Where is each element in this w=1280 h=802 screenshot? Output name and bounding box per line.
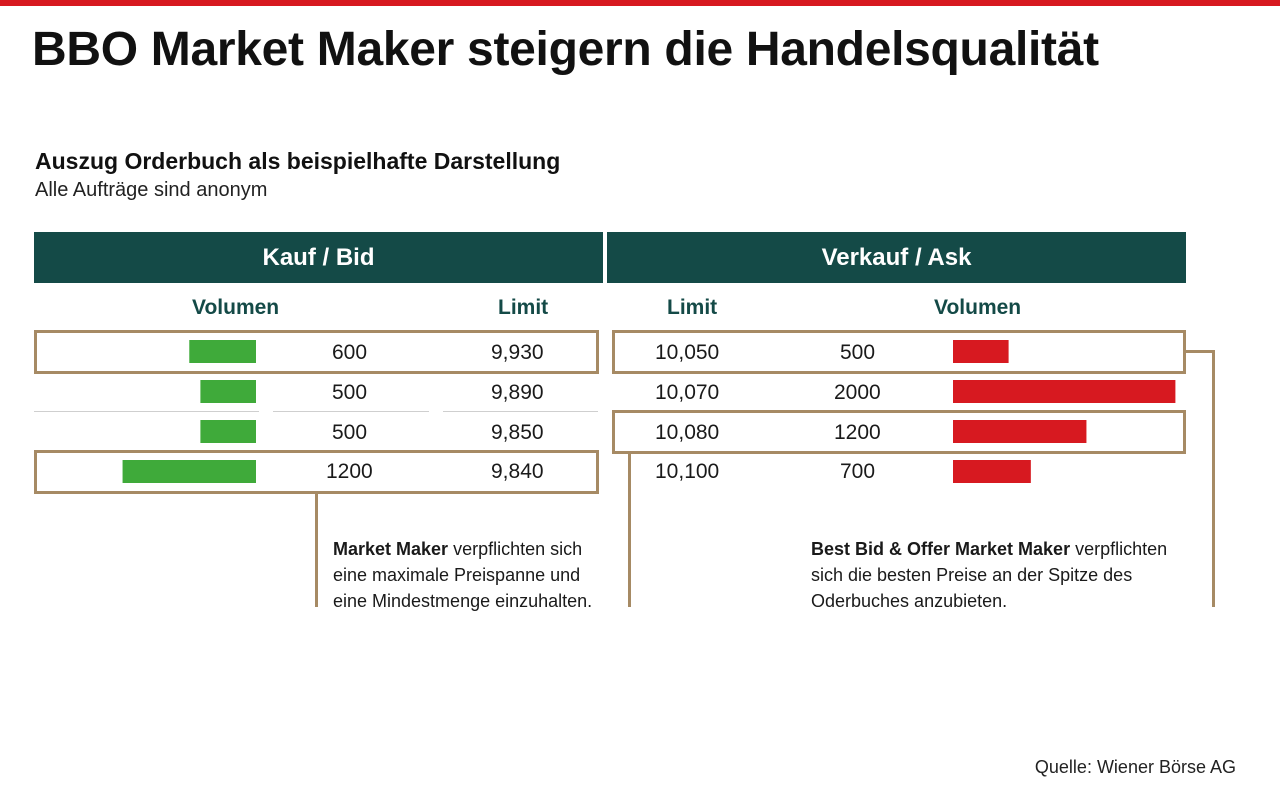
ask-header: Verkauf / Ask: [607, 232, 1186, 283]
row-separator: [273, 411, 429, 412]
bid-volume-bar: [189, 340, 256, 363]
ask-volume-bar: [953, 460, 1031, 483]
bid-limit-value: 9,850: [491, 421, 544, 444]
callout-text: verpflichten sich eine maximale Preispan…: [333, 539, 593, 611]
source-note: Quelle: Wiener Börse AG: [1034, 757, 1236, 777]
ask-limit-value: 10,100: [655, 460, 720, 483]
bid-volume-bar: [200, 380, 256, 403]
callout-bold: Best Bid & Offer Market Maker: [811, 539, 1071, 559]
chart-subtitle: Auszug Orderbuch als beispielhafte Darst…: [35, 148, 561, 174]
ask-volume-value: 700: [840, 460, 876, 483]
bid-volume-bar: [200, 420, 256, 443]
ask-volume-header: Volumen: [934, 296, 1022, 319]
connector-line: [315, 492, 318, 607]
bbo-callout: Best Bid & Offer Market Maker verpflicht…: [811, 536, 1196, 614]
row-separator: [34, 411, 259, 412]
ask-highlight-frame: [612, 410, 1186, 454]
ask-volume-value: 500: [840, 341, 876, 364]
bid-volume-value: 500: [332, 381, 368, 404]
callout-bold: Market Maker: [333, 539, 449, 559]
bid-limit-value: 9,890: [491, 381, 544, 404]
ask-volume-bar: [953, 380, 1176, 403]
connector-line: [1212, 350, 1215, 607]
bid-limit-value: 9,840: [491, 460, 544, 483]
callout-text: verpflichten sich die besten Preise an d…: [811, 539, 1168, 611]
row-separator: [443, 411, 598, 412]
ask-volume-bar: [953, 340, 1009, 363]
chart-note: Alle Aufträge sind anonym: [35, 179, 268, 201]
connector-line: [628, 452, 631, 607]
ask-highlight-frame: [612, 330, 1186, 374]
bid-volume-bar: [122, 460, 256, 483]
bid-limit-value: 9,930: [491, 341, 544, 364]
ask-limit-value: 10,070: [655, 381, 720, 404]
bid-volume-header: Volumen: [192, 296, 280, 319]
ask-limit-value: 10,080: [655, 421, 720, 444]
page-title: BBO Market Maker steigern die Handelsqua…: [32, 23, 1099, 76]
bid-volume-value: 500: [332, 421, 368, 444]
top-accent-bar: [0, 0, 1280, 6]
ask-volume-value: 1200: [834, 421, 881, 444]
bid-header: Kauf / Bid: [34, 232, 603, 283]
bid-volume-value: 600: [332, 341, 368, 364]
ask-volume-bar: [953, 420, 1087, 443]
connector-line: [1186, 350, 1215, 353]
ask-volume-value: 2000: [834, 381, 881, 404]
bid-highlight-frame: [34, 450, 599, 494]
ask-limit-value: 10,050: [655, 341, 720, 364]
bid-highlight-frame: [34, 330, 599, 374]
market-maker-callout: Market Maker verpflichten sich eine maxi…: [333, 536, 618, 614]
ask-limit-header: Limit: [667, 296, 718, 319]
bid-limit-header: Limit: [498, 296, 549, 319]
bid-volume-value: 1200: [326, 460, 373, 483]
